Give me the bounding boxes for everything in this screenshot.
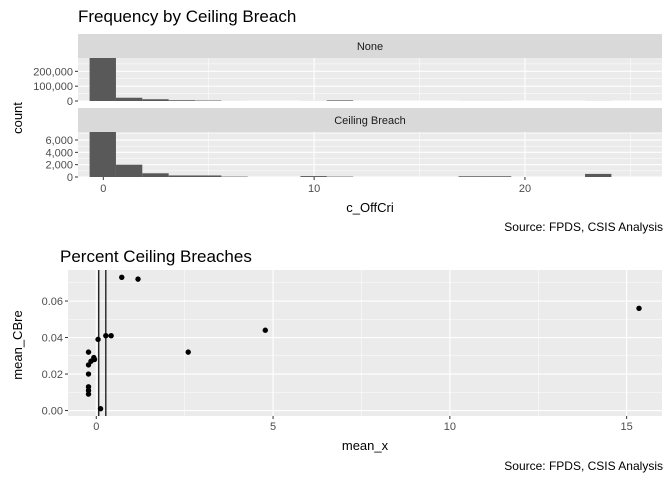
- reference-lines: [98, 270, 107, 416]
- scatter-point: [108, 333, 114, 339]
- facet-label: Ceiling Breach: [334, 115, 406, 127]
- y-tick-label: 0.02: [42, 369, 63, 381]
- y-axis-label: mean_CBre: [10, 310, 25, 379]
- scatter-chart: Percent Ceiling Breaches mean_CBre 0.000…: [10, 247, 663, 473]
- panel-background: [68, 270, 662, 416]
- y-tick-label: 0.06: [42, 296, 63, 308]
- scatter-point: [91, 356, 98, 363]
- y-tick-label: 100,000: [33, 81, 73, 93]
- x-axis-label: c_OffCri: [346, 200, 394, 215]
- panel-background: [78, 132, 662, 177]
- x-tick-label: 20: [519, 183, 531, 195]
- source-caption: Source: FPDS, CSIS Analysis: [504, 220, 663, 234]
- chart-title: Frequency by Ceiling Breach: [78, 7, 296, 26]
- histogram-bars: [89, 58, 612, 101]
- y-tick-label: 0: [67, 96, 73, 108]
- x-tick-label: 0: [93, 421, 99, 433]
- scatter-point: [85, 384, 92, 390]
- y-tick-label: 0.00: [42, 406, 63, 418]
- scatter-points: [85, 274, 642, 412]
- y-axis-label: count: [10, 102, 25, 134]
- histogram-bar: [89, 132, 116, 177]
- x-axis-ticks: 0 10 20: [100, 177, 531, 195]
- histogram-bar: [458, 176, 485, 177]
- histogram-bar: [195, 175, 222, 177]
- scatter-point: [85, 349, 92, 355]
- histogram-bar: [300, 176, 327, 177]
- x-axis-ticks: 0 5 10 15: [93, 416, 633, 433]
- x-tick-label: 5: [270, 421, 276, 433]
- histogram-bar: [484, 176, 512, 177]
- frequency-chart: Frequency by Ceiling Breach count None 0…: [10, 7, 663, 234]
- scatter-point: [95, 336, 101, 343]
- scatter-point: [85, 371, 92, 377]
- y-tick-label: 0.04: [42, 333, 63, 345]
- facet-strip: [78, 108, 662, 132]
- chart-title: Percent Ceiling Breaches: [60, 247, 252, 266]
- y-tick-label: 4,000: [45, 147, 73, 159]
- y-axis-ticks: 0.00 0.02 0.04 0.06: [42, 296, 68, 418]
- facet-label: None: [357, 41, 383, 53]
- facet-none: None 0 100,000 200,000: [33, 34, 662, 108]
- y-tick-label: 0: [67, 172, 73, 184]
- x-tick-label: 10: [444, 421, 456, 433]
- histogram-bar: [326, 100, 354, 101]
- panel-grid: [78, 58, 662, 102]
- scatter-point: [185, 349, 191, 355]
- x-tick-label: 10: [308, 183, 320, 195]
- histogram-bars: [89, 132, 612, 177]
- histogram-bar: [168, 175, 196, 177]
- x-tick-label: 0: [100, 183, 106, 195]
- histogram-bar: [115, 97, 143, 101]
- histogram-bar: [115, 164, 143, 177]
- histogram-bar: [585, 173, 612, 177]
- x-axis-label: mean_x: [342, 438, 389, 453]
- scatter-point: [97, 406, 104, 412]
- histogram-bar: [142, 173, 169, 177]
- panel-background: [78, 58, 662, 101]
- scatter-point: [103, 333, 109, 339]
- y-axis-ticks: 0 100,000 200,000: [33, 66, 78, 108]
- scatter-point: [262, 327, 268, 333]
- scatter-point: [135, 276, 141, 282]
- scatter-point: [636, 305, 642, 312]
- histogram-bar: [89, 58, 116, 101]
- panel-grid: [68, 270, 662, 416]
- y-tick-label: 200,000: [33, 66, 73, 78]
- y-tick-label: 2,000: [45, 160, 73, 172]
- source-caption: Source: FPDS, CSIS Analysis: [504, 459, 663, 473]
- y-tick-label: 6,000: [45, 135, 73, 147]
- histogram-bar: [142, 99, 169, 101]
- x-tick-label: 15: [621, 421, 633, 433]
- scatter-point: [119, 274, 125, 280]
- histogram-bar: [168, 100, 196, 101]
- facet-strip: [78, 34, 662, 58]
